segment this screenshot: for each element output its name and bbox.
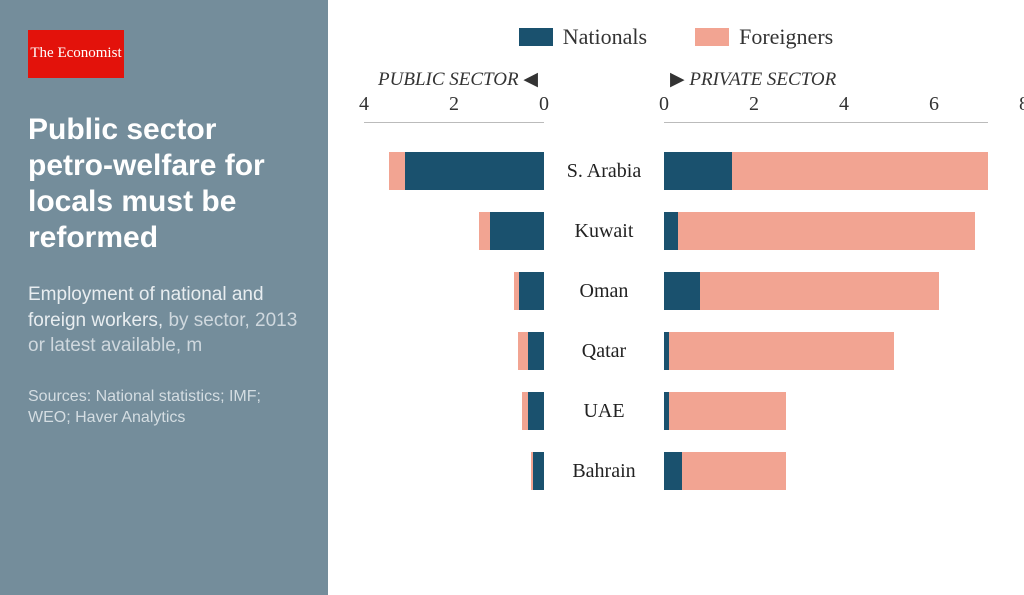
- axis-tick: 6: [929, 93, 939, 116]
- axis-tick: 4: [839, 93, 849, 116]
- bar-public: [364, 152, 544, 190]
- axis-tick: 0: [539, 93, 549, 116]
- bar-private: [664, 452, 988, 490]
- chart-panel: Nationals Foreigners PUBLIC SECTOR ◀ ▶ P…: [328, 0, 1024, 595]
- bar-public: [364, 392, 544, 430]
- country-label: Kuwait: [544, 220, 664, 243]
- axis-left: 420: [364, 93, 544, 123]
- bar-private: [664, 332, 988, 370]
- seg-public-foreigners: [518, 332, 528, 370]
- seg-private-foreigners: [700, 272, 939, 310]
- legend: Nationals Foreigners: [364, 24, 988, 50]
- seg-public-nationals: [405, 152, 545, 190]
- seg-public-foreigners: [389, 152, 405, 190]
- country-row: UAE: [364, 381, 988, 441]
- seg-private-nationals: [664, 152, 732, 190]
- axis-tick: 2: [749, 93, 759, 116]
- axis-tick: 8: [1019, 93, 1024, 116]
- seg-private-nationals: [664, 452, 682, 490]
- swatch-nationals: [519, 28, 553, 46]
- sector-label-private: ▶ PRIVATE SECTOR: [664, 68, 988, 91]
- country-row: S. Arabia: [364, 141, 988, 201]
- bar-public: [364, 332, 544, 370]
- country-label: UAE: [544, 400, 664, 423]
- chart-title: Public sector petro-welfare for locals m…: [28, 112, 300, 256]
- seg-public-foreigners: [479, 212, 490, 250]
- legend-label-foreigners: Foreigners: [739, 24, 833, 50]
- seg-private-foreigners: [669, 332, 894, 370]
- country-row: Bahrain: [364, 441, 988, 501]
- country-label: Bahrain: [544, 460, 664, 483]
- seg-public-nationals: [528, 392, 544, 430]
- seg-public-nationals: [519, 272, 544, 310]
- chart-subtitle: Employment of national and foreign worke…: [28, 282, 300, 359]
- bar-private: [664, 272, 988, 310]
- axis-tick: 0: [659, 93, 669, 116]
- seg-private-foreigners: [678, 212, 975, 250]
- sector-labels: PUBLIC SECTOR ◀ ▶ PRIVATE SECTOR: [364, 68, 988, 91]
- bar-private: [664, 152, 988, 190]
- chart-rows: S. Arabia Kuwait Oman Qatar UAE Bahrain: [364, 141, 988, 501]
- seg-private-foreigners: [669, 392, 786, 430]
- country-row: Oman: [364, 261, 988, 321]
- seg-private-foreigners: [682, 452, 786, 490]
- bar-public: [364, 212, 544, 250]
- seg-private-nationals: [664, 212, 678, 250]
- axis-right: 02468: [664, 93, 988, 123]
- sector-label-public: PUBLIC SECTOR ◀: [364, 68, 544, 91]
- arrow-right-icon: ▶: [670, 69, 685, 90]
- arrow-left-icon: ◀: [523, 69, 538, 90]
- country-row: Kuwait: [364, 201, 988, 261]
- seg-public-nationals: [490, 212, 544, 250]
- sidebar-panel: The Economist Public sector petro-welfar…: [0, 0, 328, 595]
- country-label: S. Arabia: [544, 160, 664, 183]
- seg-public-foreigners: [522, 392, 529, 430]
- chart-sources: Sources: National statistics; IMF; WEO; …: [28, 387, 300, 429]
- legend-item-nationals: Nationals: [519, 24, 647, 50]
- country-label: Qatar: [544, 340, 664, 363]
- seg-private-nationals: [664, 272, 700, 310]
- axis-tick: 2: [449, 93, 459, 116]
- bar-private: [664, 212, 988, 250]
- economist-logo: The Economist: [28, 30, 124, 78]
- seg-public-nationals: [533, 452, 544, 490]
- country-row: Qatar: [364, 321, 988, 381]
- legend-item-foreigners: Foreigners: [695, 24, 833, 50]
- bar-public: [364, 452, 544, 490]
- bar-public: [364, 272, 544, 310]
- country-label: Oman: [544, 280, 664, 303]
- axis-tick: 4: [359, 93, 369, 116]
- seg-private-foreigners: [732, 152, 989, 190]
- bar-private: [664, 392, 988, 430]
- seg-public-nationals: [528, 332, 544, 370]
- legend-label-nationals: Nationals: [563, 24, 647, 50]
- axis-row: 420 02468: [364, 93, 988, 123]
- swatch-foreigners: [695, 28, 729, 46]
